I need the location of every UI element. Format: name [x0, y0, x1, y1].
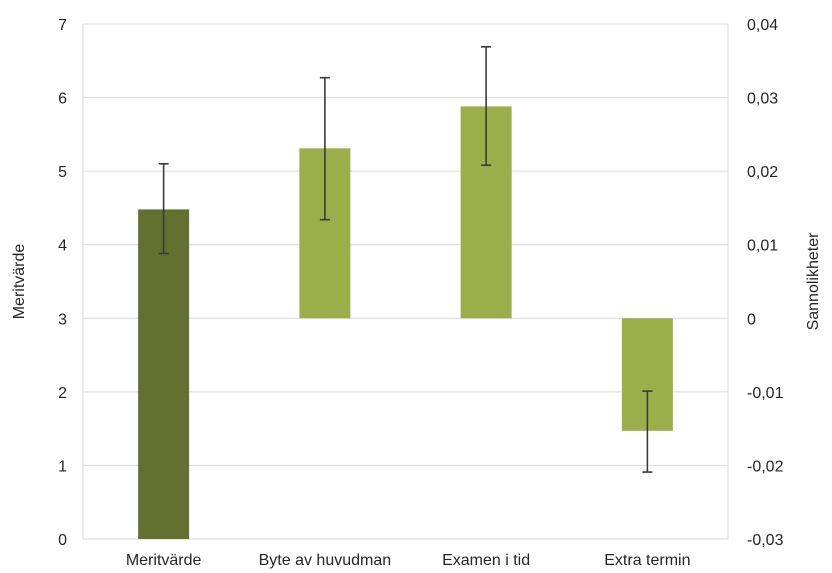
right-tick-labels: -0,03 -0,02 -0,01 0 0,01 0,02 0,03 0,04: [747, 17, 784, 549]
left-tick-label: 4: [58, 238, 67, 255]
left-tick-label: 3: [58, 311, 67, 328]
left-tick-label: 0: [58, 532, 67, 549]
category-label: Byte av huvudman: [259, 552, 392, 569]
left-tick-label: 5: [58, 164, 67, 181]
right-tick-label: -0,03: [747, 532, 784, 549]
right-tick-label: 0,04: [747, 17, 778, 34]
category-label: Meritvärde: [126, 552, 202, 569]
left-tick-label: 7: [58, 17, 67, 34]
right-tick-label: -0,01: [747, 385, 784, 402]
left-tick-label: 6: [58, 91, 67, 108]
right-axis-title: Sannolikheter: [805, 232, 822, 331]
category-label: Extra termin: [604, 552, 690, 569]
right-tick-label: 0: [747, 311, 756, 328]
left-tick-label: 2: [58, 385, 67, 402]
bar: [138, 209, 190, 539]
error-bar: [481, 46, 492, 167]
bars-group: [138, 106, 673, 539]
right-tick-label: -0,02: [747, 458, 784, 475]
right-tick-label: 0,02: [747, 164, 778, 181]
category-label: Examen i tid: [442, 552, 530, 569]
left-tick-label: 1: [58, 458, 67, 475]
right-tick-label: 0,01: [747, 238, 778, 255]
error-bar: [158, 162, 169, 255]
right-tick-label: 0,03: [747, 91, 778, 108]
error-bar: [642, 390, 653, 473]
left-tick-labels: 0 1 2 3 4 5 6 7: [58, 17, 67, 549]
category-labels: Meritvärde Byte av huvudman Examen i tid Ex…: [126, 552, 691, 569]
error-bar: [319, 76, 330, 221]
error-bars-group: [158, 46, 653, 473]
grid-lines: [83, 23, 728, 540]
left-axis-title: Meritvärde: [11, 244, 28, 320]
